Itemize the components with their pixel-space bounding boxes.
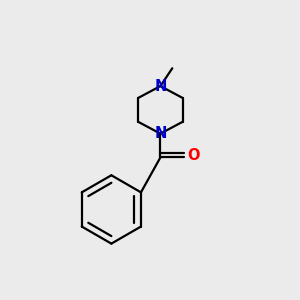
Text: N: N [154, 126, 167, 141]
Text: N: N [154, 79, 167, 94]
Text: O: O [188, 148, 200, 163]
